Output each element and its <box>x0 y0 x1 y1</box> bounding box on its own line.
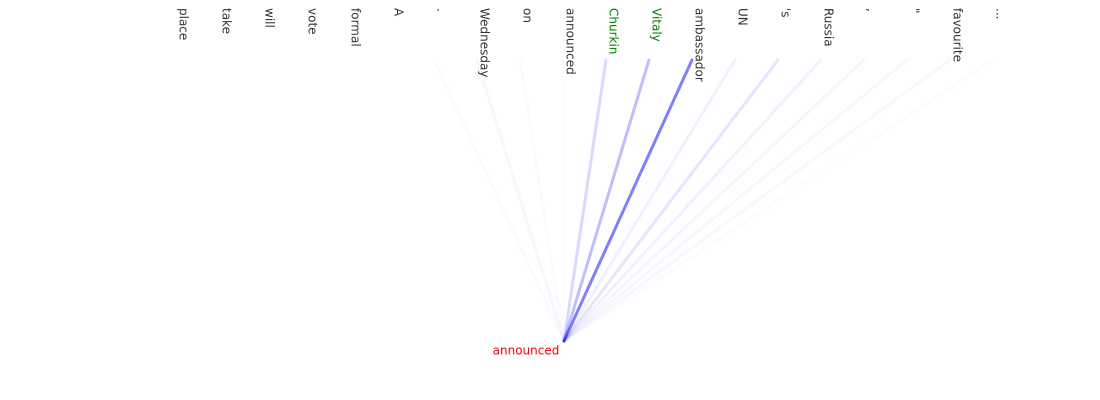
token-label: favourite <box>951 8 965 62</box>
attention-line <box>348 60 564 341</box>
token-label: 's <box>779 8 793 18</box>
token-label: Churkin <box>607 8 621 54</box>
attention-line <box>219 60 564 341</box>
token-label: Wednesday <box>478 8 492 77</box>
token-label: " <box>908 8 922 14</box>
query-token: announced <box>493 344 560 358</box>
attention-line <box>176 60 564 341</box>
token-label: formal <box>349 8 363 47</box>
token-label: A <box>392 8 406 17</box>
attention-line <box>562 58 780 343</box>
token-label: announced <box>564 8 578 75</box>
attention-line <box>391 60 564 341</box>
attention-line <box>562 58 608 343</box>
token-label: place <box>177 8 191 40</box>
attention-line <box>562 58 694 343</box>
attention-lines <box>176 58 950 343</box>
token-label: ... <box>994 8 1008 19</box>
token-label: vote <box>306 8 320 35</box>
token-label: UN <box>736 8 750 26</box>
attention-line <box>563 60 564 341</box>
tokens: place take will vote formal A. Wednesday on anno… <box>177 8 1008 82</box>
token-label: Russia <box>822 8 836 47</box>
token-label: Vitaly <box>650 8 664 42</box>
attention-line <box>562 58 866 343</box>
attention-line <box>564 60 907 341</box>
token-label: on <box>521 8 535 23</box>
attention-line <box>562 58 737 343</box>
attention-line <box>434 60 564 341</box>
attention-line <box>262 60 564 341</box>
attention-line <box>562 58 823 343</box>
attention-line <box>562 58 651 343</box>
attention-line <box>564 60 950 341</box>
token-label: . <box>435 8 449 12</box>
token-label: , <box>865 8 879 12</box>
token-label: take <box>220 8 234 34</box>
token-label: ambassador <box>693 8 707 82</box>
token-label: will <box>263 8 277 28</box>
